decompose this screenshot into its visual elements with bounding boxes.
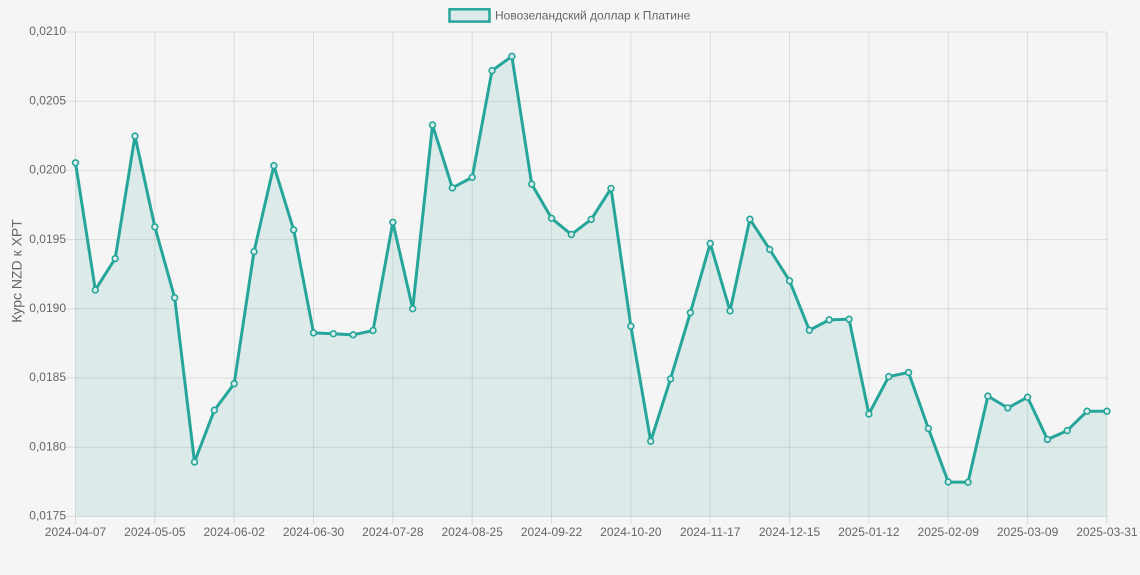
- svg-text:2024-12-15: 2024-12-15: [759, 525, 821, 539]
- svg-text:2024-06-30: 2024-06-30: [283, 525, 345, 539]
- svg-text:Новозеландский доллар к Платин: Новозеландский доллар к Платине: [495, 8, 691, 22]
- svg-text:2024-06-02: 2024-06-02: [203, 525, 265, 539]
- svg-text:Курс NZD к XPT: Курс NZD к XPT: [9, 219, 25, 323]
- svg-text:0,0195: 0,0195: [29, 232, 66, 246]
- svg-text:0,0180: 0,0180: [29, 439, 66, 453]
- svg-text:0,0210: 0,0210: [29, 24, 66, 38]
- svg-text:2024-09-22: 2024-09-22: [521, 525, 583, 539]
- svg-text:0,0205: 0,0205: [29, 93, 66, 107]
- svg-text:2025-03-09: 2025-03-09: [997, 525, 1059, 539]
- svg-text:2024-04-07: 2024-04-07: [45, 525, 107, 539]
- svg-text:0,0200: 0,0200: [29, 163, 66, 177]
- svg-text:2024-10-20: 2024-10-20: [600, 525, 662, 539]
- svg-text:2024-05-05: 2024-05-05: [124, 525, 186, 539]
- svg-text:2024-08-25: 2024-08-25: [441, 525, 503, 539]
- svg-text:0,0175: 0,0175: [29, 509, 66, 523]
- svg-text:2025-03-31: 2025-03-31: [1076, 525, 1138, 539]
- svg-text:2024-11-17: 2024-11-17: [680, 525, 741, 539]
- svg-text:0,0190: 0,0190: [29, 301, 66, 315]
- svg-text:2024-07-28: 2024-07-28: [362, 525, 424, 539]
- svg-text:2025-02-09: 2025-02-09: [918, 525, 980, 539]
- svg-text:2025-01-12: 2025-01-12: [838, 525, 900, 539]
- svg-text:0,0185: 0,0185: [29, 370, 66, 384]
